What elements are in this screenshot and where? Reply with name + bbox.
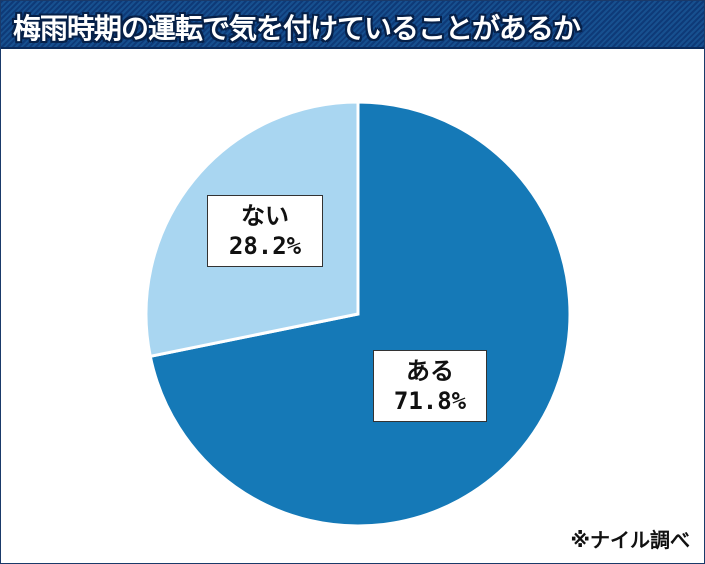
slice-label-nai: ない xyxy=(241,202,289,230)
chart-title: 梅雨時期の運転で気を付けていることがあるか xyxy=(13,12,581,45)
data-label-aru: ある 71.8% xyxy=(373,350,487,422)
source-note: ※ナイル調べ xyxy=(570,528,690,552)
slice-value-nai: 28.2% xyxy=(228,232,302,260)
data-label-nai: ない 28.2% xyxy=(207,195,323,267)
slice-label-aru: ある xyxy=(406,357,454,385)
title-bar: 梅雨時期の運転で気を付けていることがあるか xyxy=(1,1,704,49)
slice-value-aru: 71.8% xyxy=(393,387,467,415)
